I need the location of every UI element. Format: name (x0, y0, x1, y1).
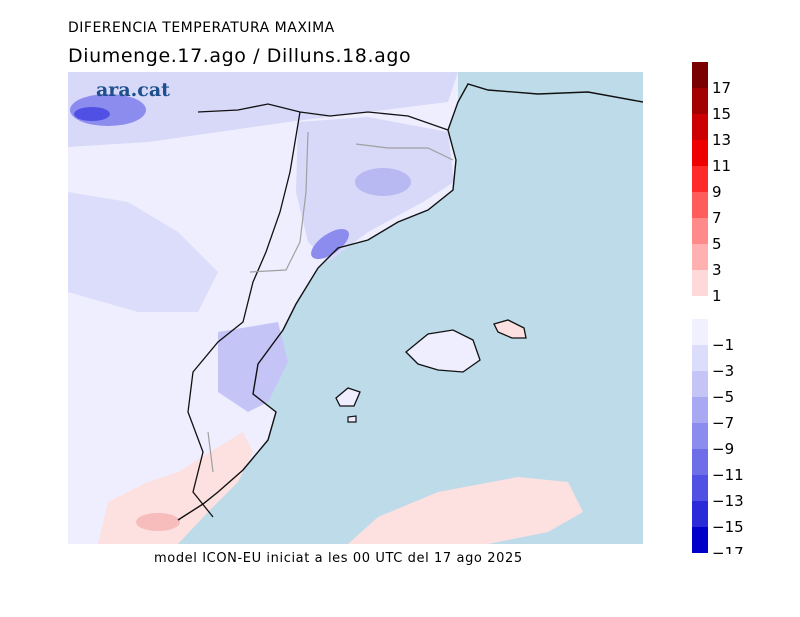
legend-positive-label-0: 17 (712, 79, 731, 97)
cool-patch-north (68, 72, 458, 147)
legend-negative-swatch-8 (692, 527, 708, 553)
cold-spot-northwest-core (74, 107, 110, 121)
legend-negative-swatch-0 (692, 319, 708, 345)
legend-negative-label-0: −1 (712, 336, 734, 354)
legend-positive-label-4: 9 (712, 183, 722, 201)
map-title: DIFERENCIA TEMPERATURA MAXIMA (68, 20, 335, 36)
legend-negative-label-4: −9 (712, 440, 734, 458)
map-subtitle: Diumenge.17.ago / Dilluns.18.ago (68, 45, 412, 67)
legend-positive-swatch-7 (692, 244, 708, 270)
legend-positive-swatch-4 (692, 166, 708, 192)
legend-positive-label-6: 5 (712, 235, 722, 253)
island-mallorca (405, 329, 481, 373)
island-formentera (347, 415, 357, 423)
legend-positive-swatch-6 (692, 218, 708, 244)
cool-spot-interior (355, 168, 411, 196)
legend-negative-swatch-6 (692, 475, 708, 501)
sea-area (148, 72, 643, 544)
legend-positive-swatch-0 (692, 62, 708, 88)
legend-negative-swatch-5 (692, 449, 708, 475)
cool-patch-coast (218, 322, 288, 412)
legend-positive-swatch-2 (692, 114, 708, 140)
legend-positive-label-2: 13 (712, 131, 731, 149)
legend-negative-swatch-2 (692, 371, 708, 397)
legend-positive-label-3: 11 (712, 157, 731, 175)
legend-negative-label-8: −17 (712, 544, 744, 554)
temperature-difference-map (68, 72, 643, 544)
warm-area-southwest (98, 432, 253, 544)
color-legend: 17 15 13 11 9 7 5 3 1 −1 −3 −5 −7 −9 −11 −13 −15 −17 (692, 62, 744, 554)
national-border (187, 103, 449, 518)
legend-negative-label-3: −7 (712, 414, 734, 432)
coastline (177, 83, 643, 521)
legend-positive-label-7: 3 (712, 261, 722, 279)
regional-borders (207, 131, 454, 473)
legend-positive-swatch-3 (692, 140, 708, 166)
legend-positive-swatch-5 (692, 192, 708, 218)
legend-negative-swatch-4 (692, 423, 708, 449)
island-menorca (493, 319, 527, 339)
legend-negative-label-6: −13 (712, 492, 744, 510)
legend-positive-swatch-8 (692, 270, 708, 296)
ara-cat-logo: ara.cat (96, 79, 170, 101)
legend-negative-swatch-7 (692, 501, 708, 527)
legend-negative-swatch-1 (692, 345, 708, 371)
legend-negative-label-1: −3 (712, 362, 734, 380)
legend-negative-label-5: −11 (712, 466, 744, 484)
model-info: model ICON-EU iniciat a les 00 UTC del 1… (154, 551, 523, 566)
legend-positive-label-1: 15 (712, 105, 731, 123)
legend-negative-swatch-3 (692, 397, 708, 423)
legend-positive-label-8: 1 (712, 287, 722, 305)
cool-patch-west (68, 192, 218, 312)
cold-spot-catalonia (311, 228, 349, 260)
island-ibiza (335, 387, 361, 407)
legend-negative-label-2: −5 (712, 388, 734, 406)
legend-positive-swatch-1 (692, 88, 708, 114)
legend-negative-label-7: −15 (712, 518, 744, 536)
warm-spot-southwest (136, 513, 180, 531)
warm-area-algeria (348, 477, 583, 544)
legend-positive-label-5: 7 (712, 209, 722, 227)
